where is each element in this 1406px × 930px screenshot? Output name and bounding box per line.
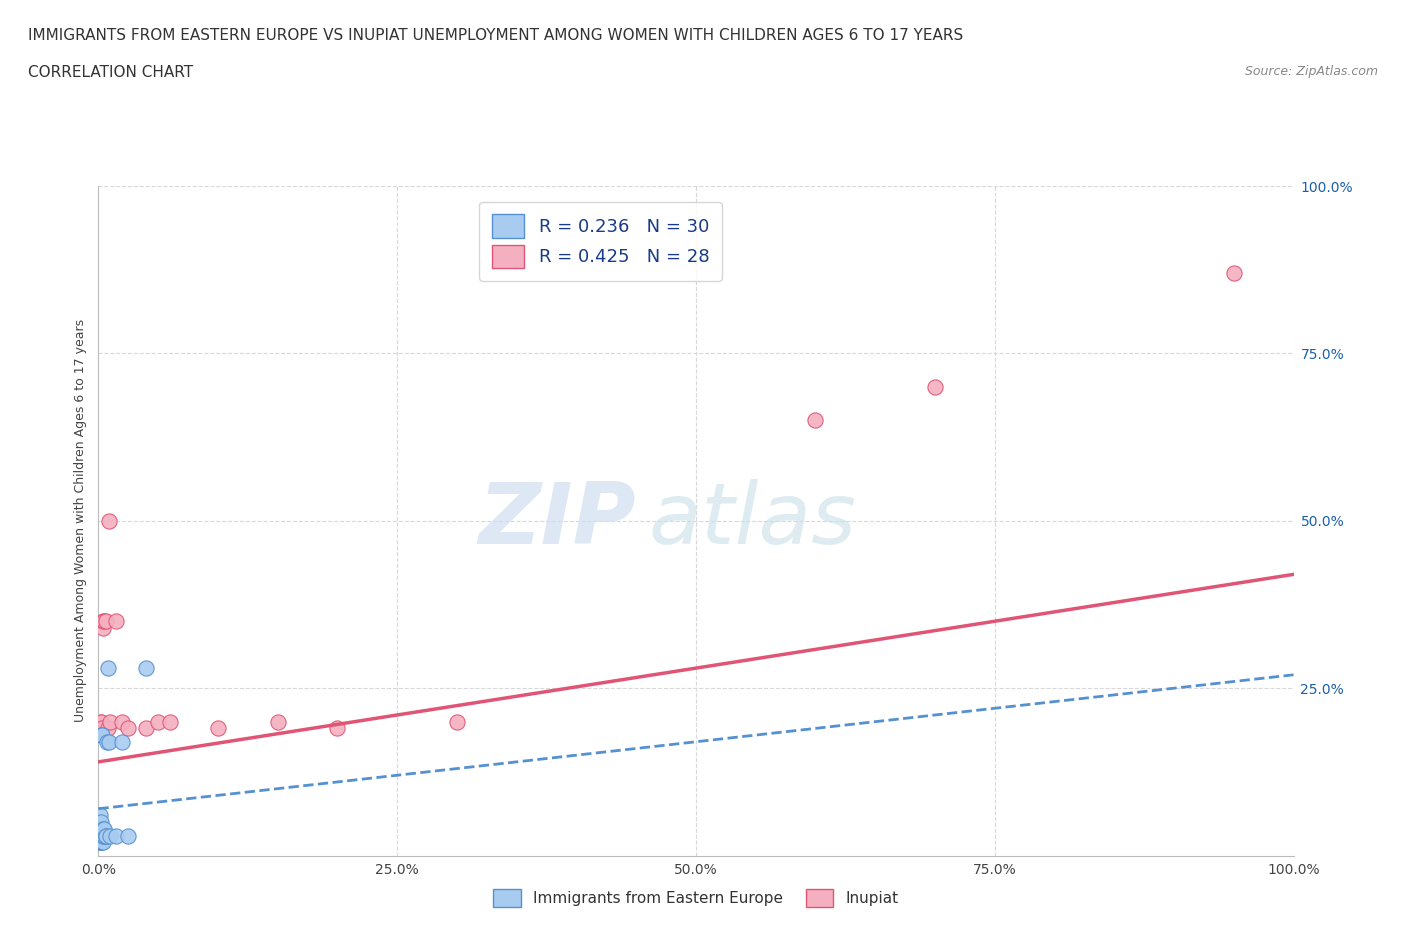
Point xyxy=(89,721,111,736)
Text: IMMIGRANTS FROM EASTERN EUROPE VS INUPIAT UNEMPLOYMENT AMONG WOMEN WITH CHILDREN: IMMIGRANTS FROM EASTERN EUROPE VS INUPIA… xyxy=(28,28,963,43)
Point xyxy=(111,735,134,750)
Point xyxy=(90,828,112,843)
Point xyxy=(117,828,139,843)
Point xyxy=(94,828,117,843)
Point xyxy=(91,828,114,843)
Point xyxy=(91,828,114,843)
Point xyxy=(105,828,128,843)
Point xyxy=(90,821,112,836)
Point xyxy=(91,620,114,635)
Point xyxy=(90,714,112,729)
Point xyxy=(91,821,114,836)
Point xyxy=(924,379,946,394)
Point xyxy=(804,413,827,428)
Point xyxy=(91,835,114,850)
Point xyxy=(89,828,111,843)
Point xyxy=(98,828,122,843)
Point xyxy=(90,727,112,742)
Text: atlas: atlas xyxy=(648,479,856,563)
Point xyxy=(446,714,468,729)
Point xyxy=(93,821,115,836)
Point xyxy=(159,714,181,729)
Point xyxy=(89,815,111,830)
Point xyxy=(148,714,170,729)
Point xyxy=(135,660,157,675)
Point xyxy=(1222,266,1246,281)
Y-axis label: Unemployment Among Women with Children Ages 6 to 17 years: Unemployment Among Women with Children A… xyxy=(75,319,87,723)
Point xyxy=(97,660,120,675)
Point xyxy=(94,828,117,843)
Point xyxy=(96,735,118,750)
Point xyxy=(89,835,111,850)
Point xyxy=(89,835,111,850)
Point xyxy=(91,828,114,843)
Point xyxy=(89,828,111,843)
Point xyxy=(91,727,114,742)
Legend: Immigrants from Eastern Europe, Inupiat: Immigrants from Eastern Europe, Inupiat xyxy=(485,881,907,915)
Point xyxy=(97,721,120,736)
Point xyxy=(98,735,121,750)
Point xyxy=(89,821,111,836)
Point xyxy=(90,714,112,729)
Point xyxy=(117,721,139,736)
Point xyxy=(105,614,128,629)
Point xyxy=(90,835,112,850)
Point xyxy=(89,808,111,823)
Point xyxy=(98,513,121,528)
Point xyxy=(326,721,349,736)
Point xyxy=(94,614,117,629)
Point xyxy=(90,721,112,736)
Point xyxy=(267,714,290,729)
Point xyxy=(89,835,111,850)
Point xyxy=(135,721,157,736)
Point xyxy=(98,714,122,729)
Text: Source: ZipAtlas.com: Source: ZipAtlas.com xyxy=(1244,65,1378,78)
Point xyxy=(111,714,134,729)
Point xyxy=(91,614,114,629)
Point xyxy=(91,721,114,736)
Point xyxy=(91,835,114,850)
Text: CORRELATION CHART: CORRELATION CHART xyxy=(28,65,193,80)
Point xyxy=(207,721,229,736)
Point xyxy=(93,828,115,843)
Point xyxy=(93,614,115,629)
Point xyxy=(90,815,112,830)
Text: ZIP: ZIP xyxy=(478,479,636,563)
Point xyxy=(91,828,114,843)
